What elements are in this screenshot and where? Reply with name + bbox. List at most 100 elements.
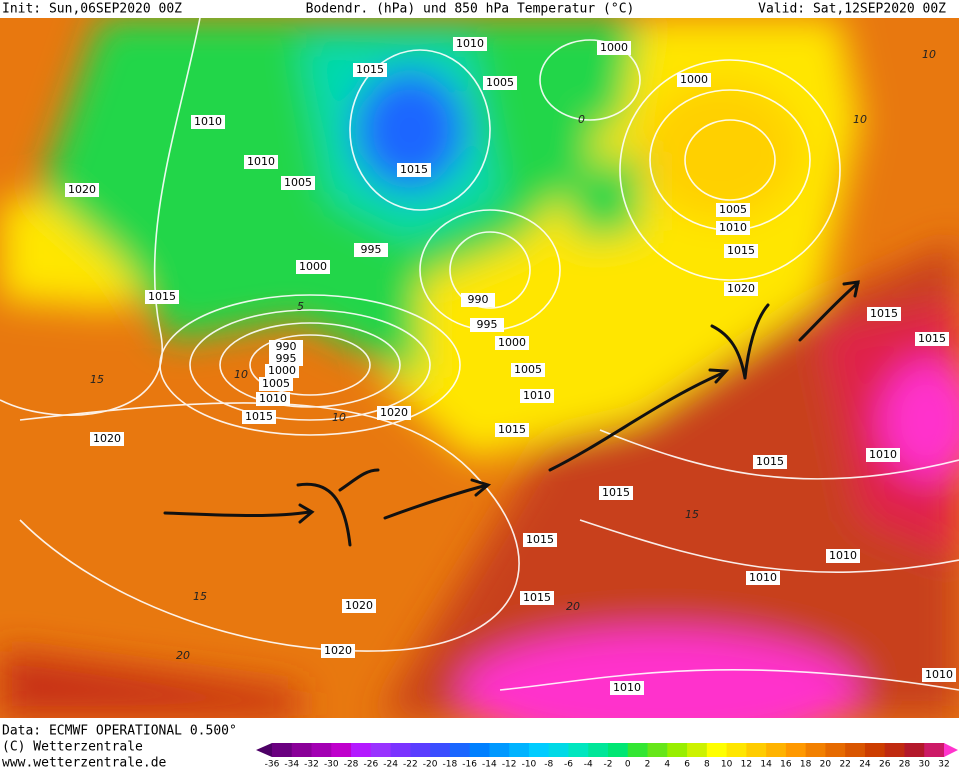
label-box — [495, 336, 529, 350]
scale-box — [904, 743, 925, 757]
isobar-value: 1020 — [93, 432, 121, 445]
label-box — [746, 571, 780, 585]
scale-label: 4 — [664, 760, 670, 770]
scale-label: 30 — [919, 760, 931, 770]
isobar-value: 1010 — [194, 115, 222, 128]
valid-time: Valid: Sat,12SEP2020 00Z — [758, 2, 946, 17]
scale-box — [766, 743, 787, 757]
scale-box — [489, 743, 510, 757]
scale-box — [430, 743, 451, 757]
isobar-label: 995 — [470, 318, 504, 332]
scale-box — [351, 743, 372, 757]
isobar-label: 1015 — [145, 290, 179, 304]
isobar-value: 1015 — [526, 533, 554, 546]
scale-label: 28 — [899, 760, 911, 770]
isobar-value: 990 — [468, 293, 489, 306]
scale-label: -32 — [304, 760, 319, 770]
scale-label: 20 — [820, 760, 832, 770]
scale-box — [449, 743, 471, 757]
label-box — [353, 63, 387, 77]
isobar-value: 1015 — [245, 410, 273, 423]
label-box — [599, 486, 633, 500]
isobar-label: 1010 — [746, 571, 780, 585]
label-box — [866, 448, 900, 462]
temperature-label: 10 — [332, 411, 346, 424]
label-box — [321, 644, 355, 658]
label-box — [397, 163, 431, 177]
isobar-value: 1010 — [456, 37, 484, 50]
temperature-label: 10 — [234, 368, 248, 381]
isobar-label: 1000 — [495, 336, 529, 350]
isobar-label: 1005 — [483, 76, 517, 90]
scale-label: 18 — [800, 760, 812, 770]
scale-label: -30 — [324, 760, 339, 770]
label-box — [296, 260, 330, 274]
init-time: Init: Sun,06SEP2020 00Z — [2, 2, 182, 17]
temperature-label: 0 — [578, 113, 585, 126]
isobar-label: 1015 — [495, 423, 529, 437]
isobar-value: 1005 — [262, 377, 290, 390]
isobar-value: 990 — [276, 340, 297, 353]
isobar-value: 1020 — [727, 282, 755, 295]
label-box — [520, 591, 554, 605]
isobar-value: 995 — [276, 352, 297, 365]
label-box — [256, 392, 290, 406]
label-box — [90, 432, 124, 446]
scale-box — [291, 743, 313, 757]
isobar-value: 1005 — [284, 176, 312, 189]
scale-label: 16 — [780, 760, 792, 770]
isobar-label: 990 — [461, 293, 495, 307]
isobar-label: 1005 — [281, 176, 315, 190]
isobar-label: 1015 — [724, 244, 758, 258]
label-box — [269, 352, 303, 366]
scale-box — [687, 743, 708, 757]
isobar-value: 1005 — [514, 363, 542, 376]
isobar-label: 1010 — [244, 155, 278, 169]
isobar-label: 1005 — [259, 377, 293, 391]
scale-label: 14 — [760, 760, 772, 770]
isobar-label: 1005 — [511, 363, 545, 377]
scale-box — [568, 743, 589, 757]
scale-box — [746, 743, 767, 757]
isobar-value: 1020 — [324, 644, 352, 657]
scale-end — [944, 743, 958, 757]
scale-box — [469, 743, 490, 757]
isobar-value: 1015 — [870, 307, 898, 320]
isobar-label: 1000 — [677, 73, 711, 87]
isobar-label: 1020 — [90, 432, 124, 446]
isobar-label: 1020 — [724, 282, 758, 296]
isobar-value: 1010 — [247, 155, 275, 168]
temperature-label: 10 — [853, 113, 867, 126]
scale-label: -36 — [265, 760, 280, 770]
label-box — [511, 363, 545, 377]
isobar-label: 995 — [269, 352, 303, 366]
isobar-value: 1010 — [869, 448, 897, 461]
temperature-label: 15 — [685, 508, 699, 521]
isobar-value: 1000 — [680, 73, 708, 86]
scale-label: -34 — [284, 760, 299, 770]
scale-label: -18 — [443, 760, 458, 770]
scale-box — [845, 743, 866, 757]
map-field — [0, 18, 959, 718]
isobar-label: 1020 — [65, 183, 99, 197]
scale-box — [331, 743, 352, 757]
scale-label: -6 — [564, 760, 573, 770]
label-box — [867, 307, 901, 321]
scale-label: 32 — [938, 760, 949, 770]
isobar-value: 1015 — [400, 163, 428, 176]
isobar-label: 1015 — [397, 163, 431, 177]
scale-end — [256, 743, 272, 757]
isobar-value: 1015 — [756, 455, 784, 468]
isobar-value: 1010 — [925, 668, 953, 681]
label-box — [922, 668, 956, 682]
isobar-label: 1020 — [342, 599, 376, 613]
isobar-value: 1015 — [918, 332, 946, 345]
label-box — [354, 243, 388, 257]
isobar-label: 1005 — [716, 203, 750, 217]
isobar-value: 1010 — [523, 389, 551, 402]
isobar-value: 1015 — [148, 290, 176, 303]
temperature-label: 20 — [566, 600, 580, 613]
scale-label: -28 — [344, 760, 359, 770]
